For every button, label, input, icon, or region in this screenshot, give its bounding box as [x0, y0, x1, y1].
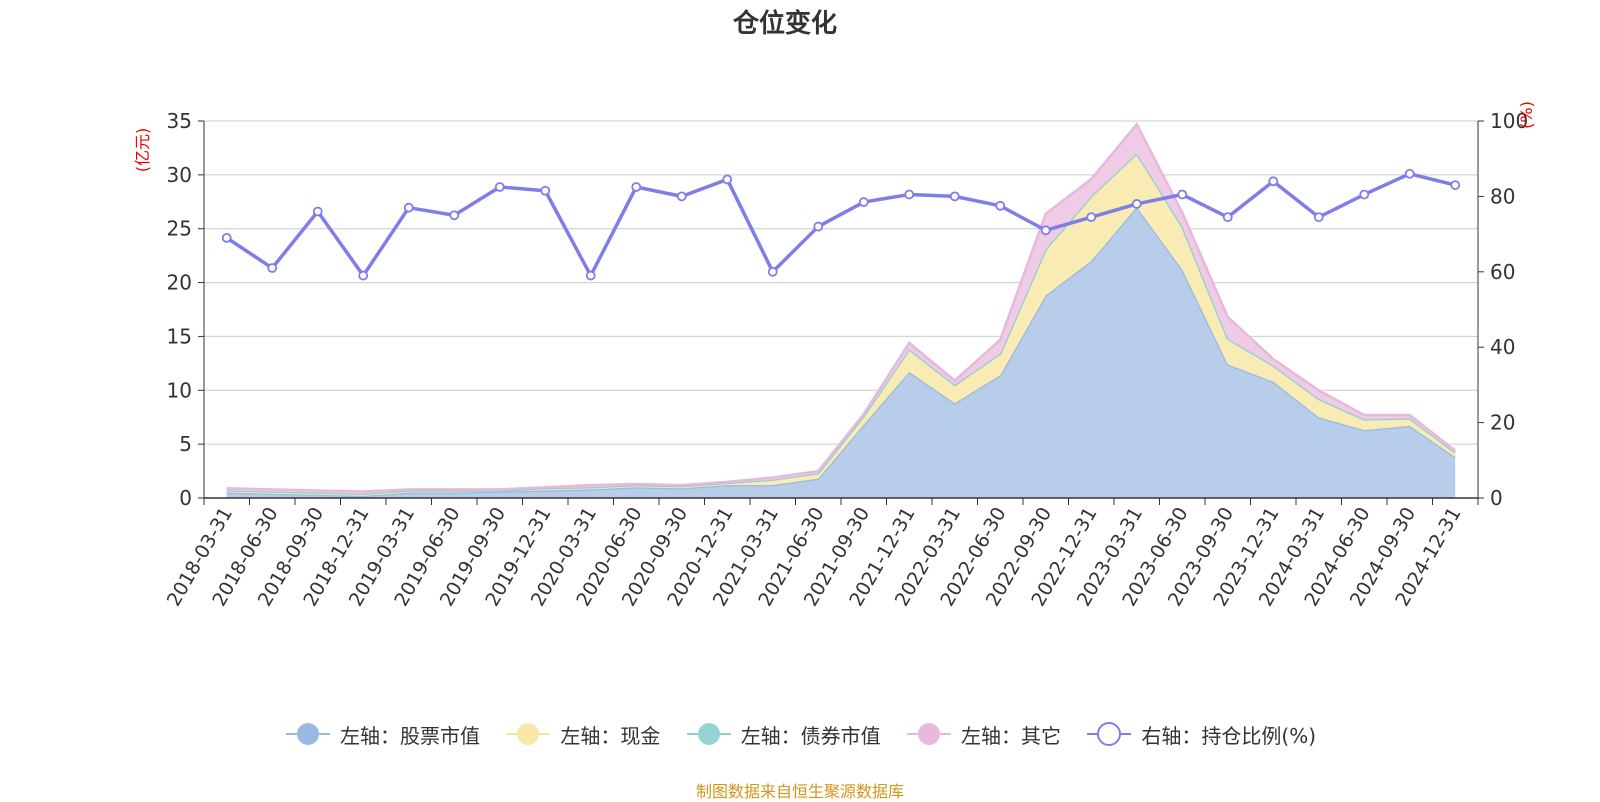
- ratio-point: [403, 202, 414, 213]
- legend-ratio-icon: [1087, 722, 1132, 746]
- left-tick-label: 25: [167, 217, 192, 241]
- ratio-point: [904, 189, 915, 200]
- legend-label: 左轴：其它: [961, 723, 1062, 748]
- left-tick-label: 10: [167, 378, 192, 402]
- ratio-point: [221, 232, 232, 243]
- ratio-line: [225, 172, 1456, 278]
- ratio-point: [1177, 189, 1188, 200]
- ratio-point: [494, 182, 505, 192]
- ratio-point: [858, 197, 869, 207]
- ratio-point: [1450, 180, 1461, 190]
- ratio-point: [1086, 212, 1097, 223]
- right-tick-label: 20: [1490, 411, 1515, 435]
- legend-item-bond[interactable]: 左轴：债券市值: [685, 720, 881, 748]
- right-tick-label: 80: [1490, 184, 1515, 208]
- ratio-point: [767, 266, 778, 277]
- right-tick-label: 0: [1490, 486, 1503, 510]
- legend-cash-icon: [506, 723, 551, 745]
- ratio-point: [1268, 176, 1279, 187]
- axes: 051015202530350204060801002018-03-312018…: [163, 109, 1528, 610]
- area-edge: [226, 121, 1457, 493]
- ratio-point: [722, 174, 733, 185]
- ratio-point: [267, 263, 278, 273]
- legend-item-stock[interactable]: 左轴：股票市值: [284, 720, 480, 748]
- left-tick-label: 5: [179, 432, 192, 456]
- ratio-point: [358, 270, 369, 281]
- ratio-point: [540, 185, 551, 196]
- ratio-point: [1313, 212, 1324, 223]
- ratio-point: [813, 221, 824, 232]
- legend-label: 左轴：现金: [560, 723, 661, 748]
- ratio-point: [1131, 199, 1142, 209]
- ratio-point: [631, 182, 642, 192]
- legend-label: 左轴：债券市值: [740, 723, 881, 748]
- left-axis-unit: (亿元): [133, 128, 152, 173]
- ratio-point: [676, 191, 687, 202]
- left-tick-label: 20: [167, 271, 192, 295]
- legend: 左轴：股票市值 左轴：现金 左轴：债券市值 左轴：其它 右轴：持仓比例(%): [0, 720, 1600, 748]
- stacked-areas: [226, 121, 1457, 498]
- legend-label: 右轴：持仓比例(%): [1141, 723, 1317, 748]
- series-0-area: [226, 205, 1456, 498]
- ratio-point: [995, 200, 1006, 211]
- area-fill: [226, 207, 1456, 498]
- legend-bond-icon: [686, 723, 731, 745]
- left-tick-label: 30: [167, 163, 192, 187]
- legend-item-cash[interactable]: 左轴：现金: [504, 720, 660, 748]
- ratio-point: [1040, 225, 1051, 236]
- chart-title: 仓位变化: [732, 8, 837, 39]
- right-tick-label: 40: [1490, 335, 1515, 359]
- legend-other-icon: [907, 723, 952, 745]
- source-note: 制图数据来自恒生聚源数据库: [695, 782, 904, 801]
- position-ratio-line: [221, 168, 1461, 281]
- ratio-point: [1222, 212, 1233, 223]
- legend-item-ratio[interactable]: 右轴：持仓比例(%): [1085, 720, 1316, 748]
- right-axis-unit: (%): [1517, 101, 1536, 129]
- ratio-point: [585, 270, 596, 281]
- series-3-area: [226, 121, 1457, 494]
- legend-label: 左轴：股票市值: [339, 723, 480, 748]
- legend-item-other[interactable]: 左轴：其它: [905, 720, 1061, 748]
- left-tick-label: 15: [167, 324, 192, 348]
- ratio-point: [1359, 189, 1370, 200]
- ratio-point: [949, 191, 960, 202]
- ratio-point: [1404, 168, 1415, 179]
- ratio-point: [449, 210, 460, 221]
- right-tick-label: 100: [1490, 109, 1528, 133]
- area-fill: [226, 153, 1456, 496]
- left-tick-label: 0: [179, 486, 192, 510]
- right-tick-label: 60: [1490, 260, 1515, 284]
- ratio-point: [312, 206, 323, 217]
- left-tick-label: 35: [167, 109, 192, 133]
- legend-stock-icon: [285, 723, 330, 745]
- grid-lines: [204, 120, 1478, 445]
